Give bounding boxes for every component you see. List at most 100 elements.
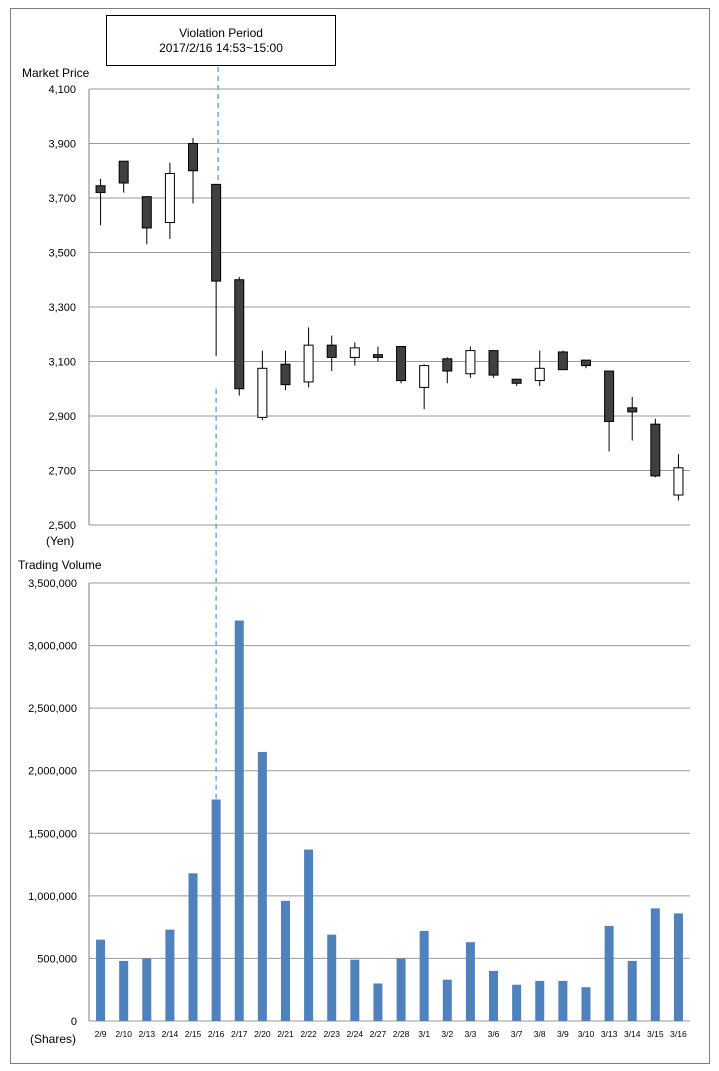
- candlestick-2/13: [141, 196, 152, 245]
- volume-axis-title: Trading Volume: [18, 558, 102, 572]
- volume-bar-3/3: [465, 942, 475, 1021]
- candle-body: [257, 367, 268, 418]
- volume-tick-label: 2,000,000: [28, 766, 77, 778]
- candlestick-2/16: [211, 183, 222, 357]
- candle-body: [465, 350, 476, 375]
- date-label: 2/27: [370, 1029, 387, 1039]
- volume-bar-3/10: [581, 987, 591, 1021]
- candle-body: [419, 365, 430, 388]
- chart-frame: [10, 8, 710, 1064]
- date-label: 3/13: [601, 1029, 618, 1039]
- date-label: 2/9: [95, 1029, 107, 1039]
- candle-body: [141, 196, 152, 229]
- candlestick-3/3: [465, 346, 476, 378]
- candle-body: [442, 358, 453, 372]
- candle-body: [511, 378, 522, 384]
- date-label: 2/14: [162, 1029, 179, 1039]
- volume-bar-2/15: [188, 873, 198, 1021]
- violation-period-range: 2017/2/16 14:53~15:00: [159, 41, 283, 55]
- violation-period-marker-line: [215, 67, 219, 800]
- volume-tick-label: 3,500,000: [28, 578, 77, 590]
- volume-bar-2/10: [119, 960, 129, 1021]
- date-label: 2/13: [139, 1029, 156, 1039]
- date-label: 2/15: [185, 1029, 202, 1039]
- date-label: 2/28: [393, 1029, 410, 1039]
- candle-body: [211, 183, 222, 282]
- date-label: 2/17: [231, 1029, 248, 1039]
- price-tick-label: 3,500: [48, 248, 76, 260]
- candle-body: [349, 347, 360, 358]
- date-label: 2/24: [347, 1029, 364, 1039]
- date-category-labels: 2/9 2/10 2/13 2/14 2/15 2/16 2/17 2/20 2/21 2/22 2…: [95, 1029, 687, 1039]
- date-label: 3/1: [418, 1029, 430, 1039]
- candle-body: [650, 423, 661, 477]
- date-label: 3/14: [624, 1029, 641, 1039]
- volume-tick-label: 0: [71, 1016, 77, 1028]
- volume-bar-2/9: [96, 939, 106, 1021]
- candle-body: [627, 407, 638, 413]
- volume-tick-label: 2,500,000: [28, 703, 77, 715]
- volume-bar-2/21: [280, 900, 290, 1021]
- candle-body: [118, 160, 129, 184]
- candle-body: [280, 363, 291, 386]
- candle-body: [234, 279, 245, 390]
- volume-bar-2/27: [373, 983, 383, 1021]
- volume-axis-unit: (Shares): [30, 1032, 77, 1046]
- volume-bar-2/22: [304, 849, 314, 1021]
- volume-tick-label: 3,000,000: [28, 641, 77, 653]
- candle-body: [604, 370, 615, 422]
- date-label: 3/7: [511, 1029, 523, 1039]
- volume-bar-3/14: [627, 960, 637, 1021]
- price-tick-label: 3,700: [48, 193, 76, 205]
- price-tick-labels: 2,500 2,700 2,900 3,100 3,300 3,500 3,700 3,900…: [48, 84, 76, 532]
- candle-body: [326, 344, 337, 358]
- volume-bar-2/16: [211, 799, 221, 1021]
- date-label: 3/6: [488, 1029, 500, 1039]
- candlestick-3/1: [419, 364, 430, 410]
- volume-tick-label: 500,000: [37, 953, 77, 965]
- candlestick-3/8: [534, 350, 545, 387]
- candlestick-3/7: [511, 378, 522, 387]
- candlestick-2/24: [349, 342, 360, 366]
- volume-bar-2/28: [396, 958, 406, 1021]
- price-tick-label: 3,300: [48, 302, 76, 314]
- price-tick-label: 3,100: [48, 357, 76, 369]
- volume-bar-3/13: [604, 925, 614, 1021]
- candlestick-2/14: [164, 162, 175, 239]
- candlestick-2/21: [280, 350, 291, 391]
- date-label: 3/8: [534, 1029, 546, 1039]
- candlestick-2/20: [257, 350, 268, 421]
- price-tick-label: 4,100: [48, 84, 76, 96]
- volume-bar-3/6: [489, 970, 499, 1021]
- volume-bar-2/24: [350, 959, 360, 1021]
- candle-body: [557, 351, 568, 371]
- price-gridlines: [88, 88, 690, 526]
- volume-bar-3/8: [535, 980, 545, 1021]
- volume-bar-3/16: [673, 913, 683, 1021]
- candlestick-3/16: [673, 454, 684, 501]
- volume-bar-2/23: [327, 934, 337, 1021]
- price-tick-label: 2,700: [48, 466, 76, 478]
- date-label: 3/15: [647, 1029, 664, 1039]
- candlestick-3/13: [604, 370, 615, 452]
- date-label: 2/10: [115, 1029, 132, 1039]
- violation-period-callout: Violation Period 2017/2/16 14:53~15:00: [106, 15, 336, 66]
- volume-bar-3/15: [650, 908, 660, 1021]
- price-tick-label: 3,900: [48, 139, 76, 151]
- candle-body: [303, 344, 314, 383]
- candlestick-3/14: [627, 396, 638, 441]
- volume-tick-labels: 0 500,000 1,000,000 1,500,000 2,000,000 2,500…: [28, 578, 77, 1028]
- price-tick-label: 2,900: [48, 411, 76, 423]
- volume-bar-3/1: [419, 930, 429, 1021]
- candlestick-3/9: [557, 350, 568, 371]
- date-label: 2/20: [254, 1029, 271, 1039]
- date-label: 3/3: [464, 1029, 476, 1039]
- candle-body: [534, 367, 545, 382]
- candlestick-2/9: [95, 178, 106, 226]
- volume-bar-3/2: [442, 979, 452, 1021]
- candlestick-2/23: [326, 335, 337, 372]
- price-axis-unit: (Yen): [46, 534, 75, 548]
- candle-body: [188, 143, 199, 172]
- volume-bar-3/7: [512, 984, 522, 1021]
